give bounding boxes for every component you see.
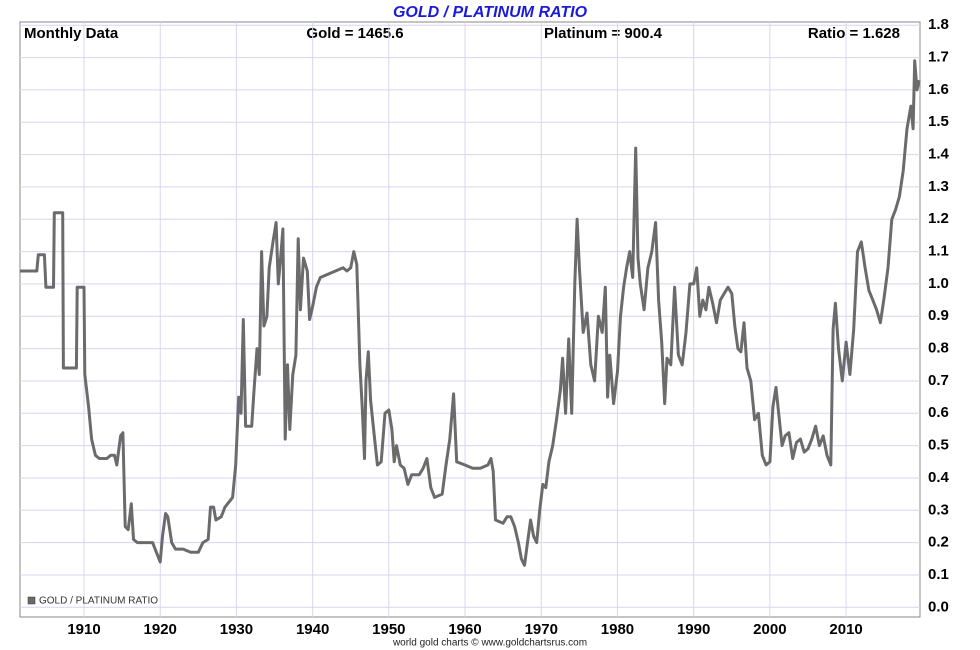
y-tick-label: 0.7 [928,372,949,389]
y-tick-label: 0.1 [928,566,949,583]
plot-frame [19,21,921,618]
y-tick-label: 0.0 [928,598,949,615]
footer: world gold charts © www.goldchartsrus.co… [392,638,587,649]
y-tick-label: 0.6 [928,404,949,421]
y-tick-label: 0.8 [928,340,949,357]
y-tick-label: 0.3 [928,501,949,518]
y-tick-label: 1.4 [928,146,950,163]
x-tick-label: 1990 [677,621,710,638]
x-tick-label: 2000 [753,621,786,638]
y-tick-label: 1.7 [928,49,949,66]
y-tick-label: 1.8 [928,16,949,33]
y-tick-label: 1.6 [928,81,949,98]
header-label: Gold = 1465.6 [306,25,403,42]
x-tick-label: 1950 [372,621,405,638]
y-tick-label: 1.0 [928,275,949,292]
chart-title: GOLD / PLATINUM RATIO [393,4,588,21]
y-tick-label: 1.5 [928,113,949,130]
header-label: Ratio = 1.628 [808,25,900,42]
header-label: Platinum = 900.4 [544,25,663,42]
y-tick-label: 1.2 [928,210,949,227]
y-tick-label: 1.3 [928,178,949,195]
x-tick-label: 1940 [296,621,329,638]
legend-swatch [27,596,36,605]
y-tick-label: 0.2 [928,534,949,551]
x-tick-label: 1920 [144,621,177,638]
data-line [20,59,921,567]
x-tick-label: 1910 [67,621,100,638]
x-tick-label: 2010 [829,621,862,638]
x-tick-label: 1980 [601,621,634,638]
x-tick-label: 1960 [448,621,481,638]
header-label: Monthly Data [24,25,119,42]
y-tick-label: 1.1 [928,243,949,260]
y-tick-label: 0.5 [928,437,949,454]
y-tick-label: 0.9 [928,307,949,324]
legend-label: GOLD / PLATINUM RATIO [39,596,158,607]
y-tick-label: 0.4 [928,469,950,486]
x-tick-label: 1970 [525,621,558,638]
x-tick-label: 1930 [220,621,253,638]
